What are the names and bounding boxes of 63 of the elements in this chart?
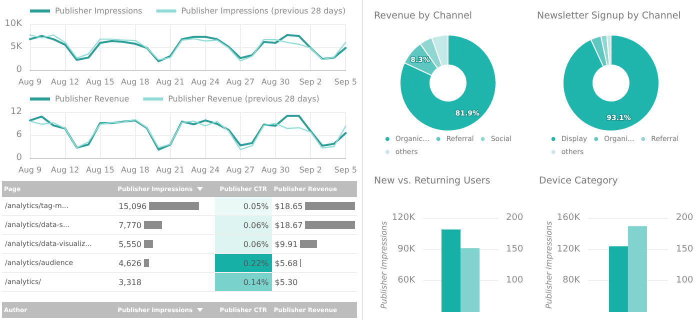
- y-axis-title: Publisher Impressions: [544, 221, 554, 309]
- x-tick-label: Aug 9: [18, 78, 42, 86]
- y-tick-label: 90K: [398, 244, 416, 254]
- y2-tick-label: 150: [506, 244, 524, 254]
- data-label: 4,626: [118, 258, 142, 268]
- y-axis-title: Publisher Impressions: [380, 221, 388, 309]
- legend-label: Publisher Impressions (previous 28 days): [181, 6, 346, 16]
- x-tick-label: Aug 15: [86, 166, 114, 174]
- x-tick-label: Aug 18: [121, 166, 150, 174]
- y-tick-label: 5K: [10, 42, 24, 52]
- chart-title: New vs. Returning Users: [374, 176, 490, 186]
- x-tick-label: Aug 9: [18, 166, 42, 174]
- x-tick-label: Aug 27: [226, 78, 255, 86]
- y-tick-label: 12: [10, 107, 22, 117]
- x-tick-label: Aug 21: [156, 78, 184, 86]
- y-tick-label: 60K: [398, 276, 416, 286]
- y-tick-label: 10K: [4, 19, 24, 29]
- x-tick-label: Aug 30: [261, 78, 290, 86]
- y2-tick-label: 200: [676, 213, 694, 223]
- y2-tick-label: 100: [676, 276, 694, 286]
- y2-tick-label: 100: [506, 276, 524, 286]
- x-tick-label: Sep 2: [299, 166, 322, 174]
- data-label: 0.22%: [214, 254, 272, 272]
- legend-label: Publisher Revenue: [55, 94, 130, 104]
- x-tick-label: Aug 18: [121, 78, 150, 86]
- data-label: 0.14%: [214, 272, 272, 292]
- y-tick-label: 120K: [392, 213, 416, 223]
- y-tick-label: 6: [16, 130, 22, 140]
- data-label: $5.68: [274, 258, 298, 268]
- data-label: 7,770: [118, 220, 142, 230]
- x-tick-label: Aug 30: [261, 166, 290, 174]
- y-tick-label: 0: [16, 153, 22, 163]
- x-tick-label: Sep 2: [299, 78, 322, 86]
- data-label: 0.06%: [214, 234, 272, 254]
- x-tick-label: Aug 12: [50, 166, 80, 174]
- y-tick-label: 160K: [556, 213, 582, 223]
- data-label: 0.05%: [214, 197, 272, 216]
- chart-title: Newsletter Signup by Channel: [537, 10, 681, 22]
- x-tick-label: Aug 12: [50, 78, 80, 86]
- legend-label: Publisher Revenue (previous 28 days): [168, 94, 320, 104]
- x-tick-label: Aug 24: [191, 78, 220, 86]
- x-tick-label: Sep 5: [334, 78, 358, 86]
- data-label: 3,318: [118, 278, 142, 286]
- data-label: 15,096: [118, 202, 147, 210]
- x-tick-label: Aug 24: [191, 166, 220, 174]
- data-label: 5,550: [118, 240, 142, 248]
- chart-title: Revenue by Channel: [374, 10, 472, 22]
- data-label: $9.91: [274, 240, 298, 248]
- y-tick-label: 0: [16, 65, 22, 75]
- legend-label: Publisher Impressions: [55, 6, 142, 16]
- x-tick-label: Aug 21: [156, 166, 184, 174]
- data-label: $18.65: [274, 202, 303, 210]
- y2-tick-label: 200: [506, 213, 524, 223]
- data-label: $18.67: [274, 220, 303, 230]
- data-label: $5.30: [274, 278, 298, 286]
- y2-tick-label: 150: [676, 244, 694, 254]
- x-tick-label: Sep 5: [334, 166, 358, 174]
- x-tick-label: Aug 15: [86, 78, 114, 86]
- y-tick-label: 120K: [556, 244, 582, 254]
- y-tick-label: 80K: [562, 276, 582, 286]
- data-label: 0.06%: [214, 216, 272, 234]
- x-tick-label: Aug 27: [226, 166, 255, 174]
- chart-title: Device Category: [539, 176, 618, 186]
